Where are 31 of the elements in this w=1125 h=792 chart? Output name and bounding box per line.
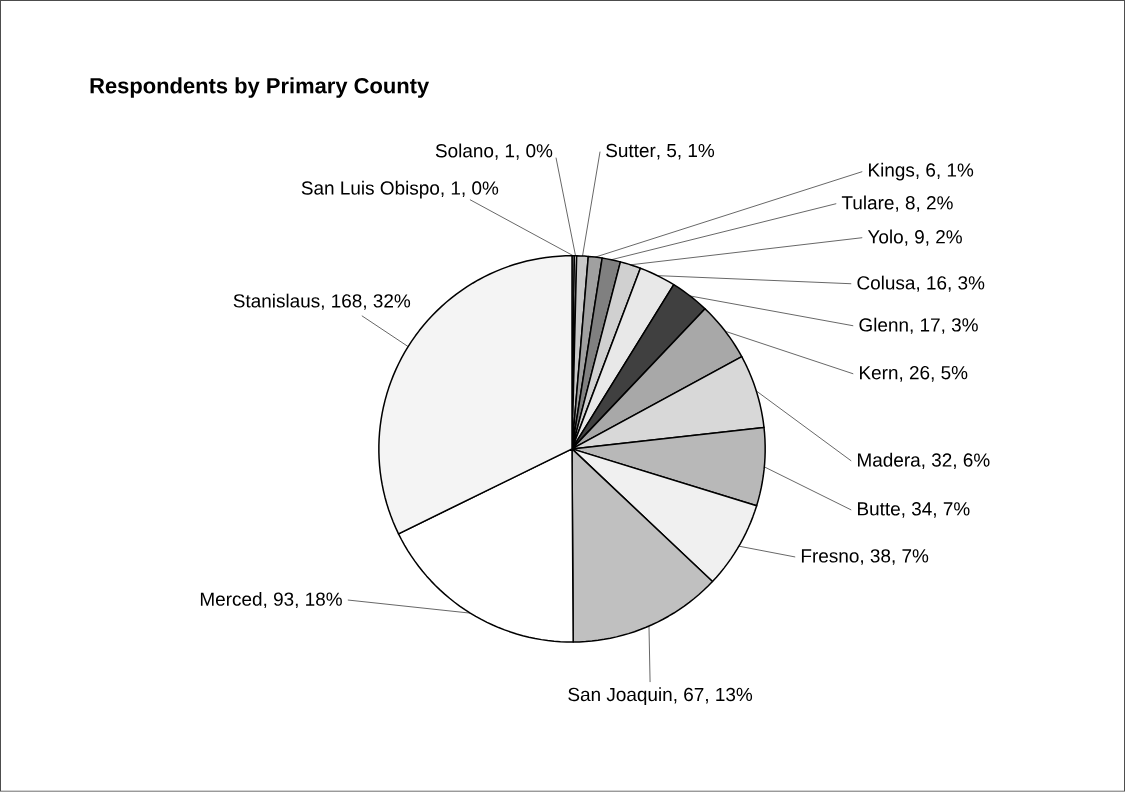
data-label: , 16, 3% (917, 276, 985, 292)
slice-label: Madera (858, 452, 921, 467)
data-label: , 32, 6% (922, 453, 990, 470)
data-label: , 6, 1% (916, 163, 974, 180)
slice-label: Kings (869, 162, 915, 181)
data-label: , 93, 18% (264, 592, 342, 609)
slice-label: Solano (435, 143, 494, 158)
data-label: , 1, 0% (495, 144, 553, 160)
data-label: , 9, 2% (905, 230, 962, 246)
slice-label: Tulare (841, 195, 894, 210)
slice-label: San Luis Obispo (301, 180, 440, 199)
slice-label: San Joaquin (568, 687, 672, 706)
data-label: , 1, 0% (441, 181, 499, 198)
data-label: , 38, 7% (861, 549, 929, 565)
slice-label: Merced (200, 592, 262, 607)
slice-label: Colusa (857, 275, 916, 290)
data-label: , 8, 2% (896, 196, 953, 212)
slice-label: Glenn (859, 317, 908, 332)
slice-label: Kern (860, 366, 898, 380)
data-label: , 17, 3% (910, 318, 978, 335)
slice-label: Stanislaus (233, 293, 320, 308)
chart-title: Respondents by Primary County (90, 77, 430, 98)
slice-label: Butte (858, 502, 900, 516)
data-label: , 67, 13% (674, 687, 753, 704)
slice-label: Sutter (606, 143, 656, 158)
data-label: , 34, 7% (902, 502, 970, 518)
slice-label: Yolo (867, 229, 903, 244)
data-label: , 26, 5% (900, 366, 968, 382)
slice-label: Fresno (801, 549, 859, 563)
data-label: , 168, 32% (321, 294, 411, 310)
data-label: , 5, 1% (657, 144, 715, 160)
